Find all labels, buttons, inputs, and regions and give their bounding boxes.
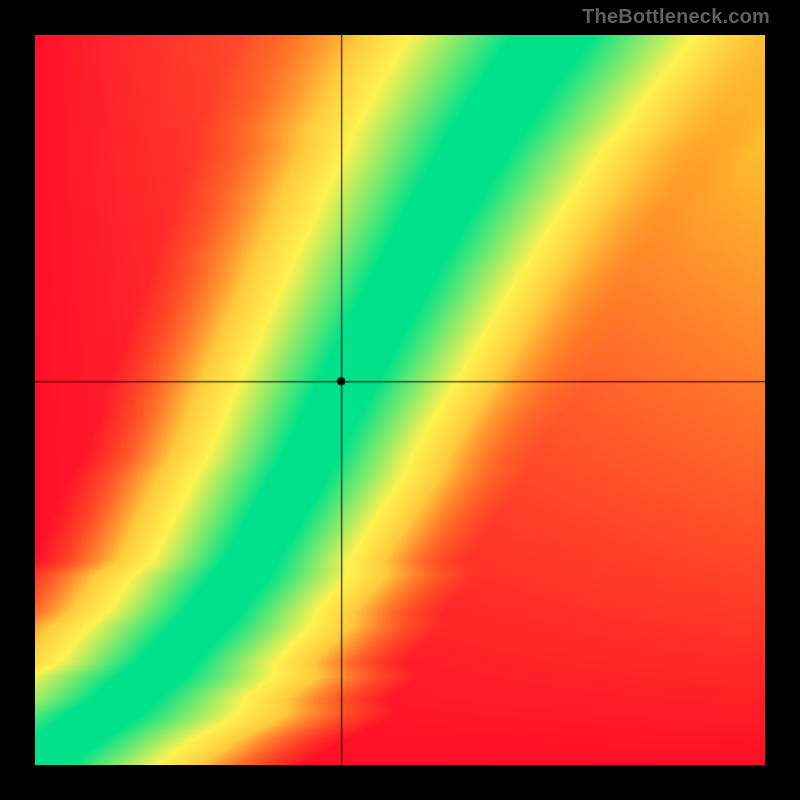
bottleneck-heatmap bbox=[35, 35, 765, 765]
watermark-text: TheBottleneck.com bbox=[582, 6, 770, 29]
chart-container: TheBottleneck.com bbox=[0, 0, 800, 800]
